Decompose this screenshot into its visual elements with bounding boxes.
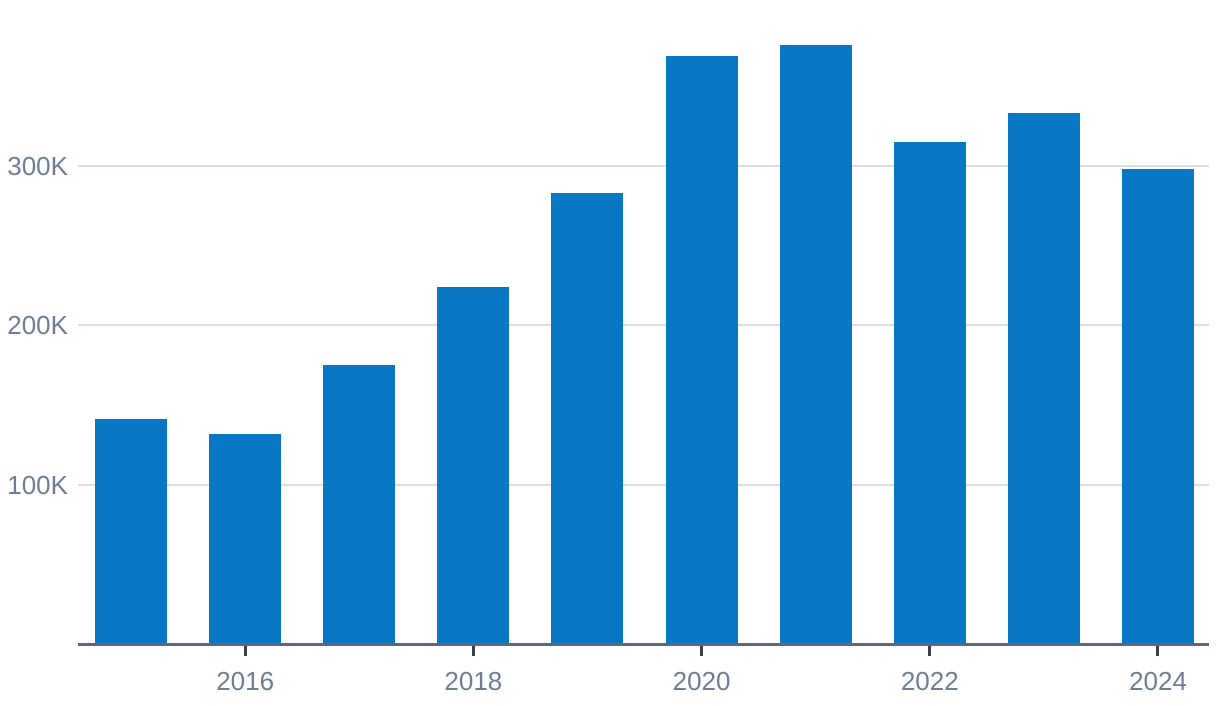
- x-axis-tick-2018: [471, 646, 475, 656]
- bar-2021[interactable]: [779, 44, 852, 643]
- y-axis-label: 300K: [7, 151, 68, 181]
- x-axis-label: 2020: [672, 666, 731, 696]
- x-axis-label: 2024: [1129, 666, 1187, 696]
- gridline-300k: [78, 165, 1209, 167]
- bar-2020[interactable]: [665, 56, 738, 643]
- bar-2016[interactable]: [209, 433, 282, 643]
- x-axis-label: 2022: [900, 666, 959, 696]
- bar-2018[interactable]: [437, 287, 510, 643]
- x-axis-tick-2016: [243, 646, 247, 656]
- bar-2015[interactable]: [95, 419, 167, 643]
- bar-2022[interactable]: [893, 142, 966, 643]
- bar-2017[interactable]: [323, 365, 396, 643]
- x-axis-label: 2018: [444, 666, 503, 696]
- x-axis-tick-2020: [700, 646, 704, 656]
- y-axis-label: 100K: [7, 469, 68, 500]
- x-axis-label: 2016: [216, 666, 275, 696]
- x-axis-tick-2024: [1156, 646, 1160, 656]
- x-axis-tick-2022: [928, 646, 932, 656]
- bar-2019[interactable]: [551, 193, 624, 643]
- bar-2024[interactable]: [1121, 169, 1194, 643]
- bar-2023[interactable]: [1007, 113, 1080, 643]
- x-axis-line: [78, 643, 1209, 646]
- gridline-100k: [78, 483, 1209, 486]
- y-axis-label: 200K: [7, 310, 68, 341]
- gridline-200k: [78, 324, 1209, 327]
